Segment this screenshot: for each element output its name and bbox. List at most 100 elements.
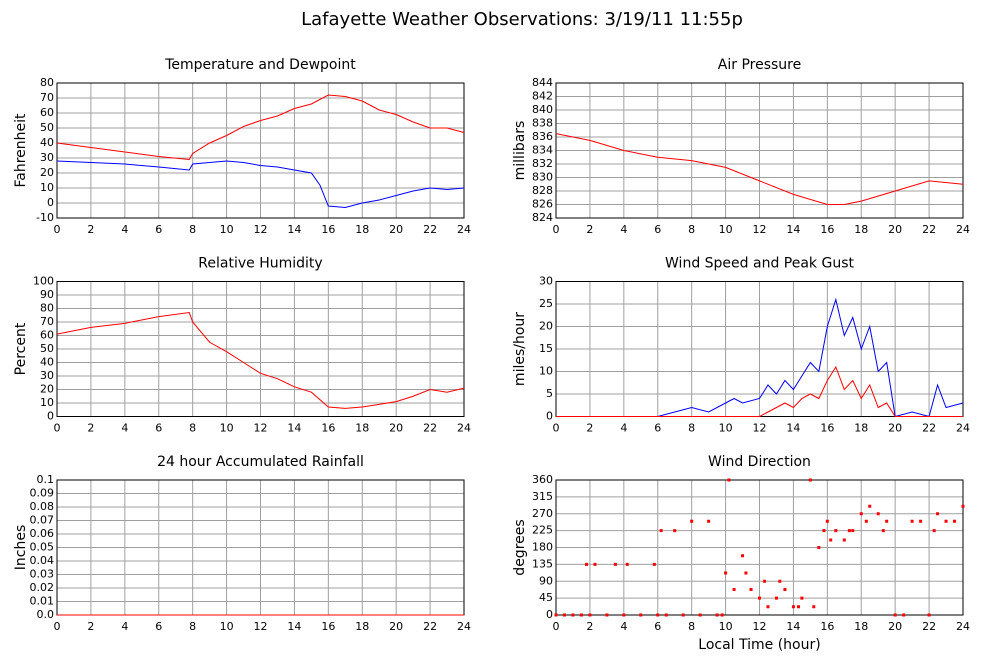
data-point <box>613 562 617 566</box>
x-tick-label: 0 <box>54 620 61 633</box>
data-point <box>588 613 592 617</box>
x-tick-label: 22 <box>922 620 936 633</box>
data-point <box>593 562 597 566</box>
x-tick-label: 24 <box>457 223 471 236</box>
x-tick-label: 6 <box>155 620 162 633</box>
x-tick-label: 4 <box>121 223 128 236</box>
data-point <box>808 478 812 482</box>
data-point <box>859 512 863 516</box>
x-tick-label: 6 <box>654 620 661 633</box>
data-point <box>673 529 677 533</box>
y-tick-label: 10 <box>539 365 553 378</box>
chart-title: Wind Speed and Peak Gust <box>665 256 854 272</box>
y-tick-label: 828 <box>532 184 553 197</box>
y-tick-label: 844 <box>532 76 553 89</box>
data-point <box>834 529 838 533</box>
y-tick-label: 0.02 <box>30 581 55 594</box>
plot-frame <box>555 479 964 616</box>
data-point <box>876 512 880 516</box>
data-point <box>927 613 931 617</box>
y-tick-label: 832 <box>532 157 553 170</box>
data-point <box>707 519 711 523</box>
y-tick-label: 30 <box>40 369 54 382</box>
y-tick-label: 225 <box>532 524 553 537</box>
data-point <box>749 588 753 591</box>
x-tick-label: 4 <box>121 620 128 633</box>
page-title: Lafayette Weather Observations: 3/19/11 … <box>301 9 743 30</box>
y-tick-label: 0 <box>546 410 553 423</box>
data-point <box>715 613 719 617</box>
data-point <box>605 613 609 617</box>
x-tick-label: 0 <box>54 422 61 435</box>
y-tick-label: 0.03 <box>30 568 55 581</box>
y-tick-label: 0 <box>47 410 54 423</box>
x-tick-label: 14 <box>786 422 800 435</box>
x-tick-label: 12 <box>753 422 767 435</box>
data-point <box>763 579 767 583</box>
y-tick-label: 0.05 <box>30 541 55 554</box>
data-point <box>741 554 745 558</box>
x-tick-label: 18 <box>355 422 369 435</box>
x-tick-label: 16 <box>820 620 834 633</box>
data-line <box>556 365 963 417</box>
x-tick-label: 10 <box>719 422 733 435</box>
data-point <box>864 519 868 523</box>
x-tick-label: 16 <box>820 422 834 435</box>
y-tick-label: 180 <box>532 541 553 554</box>
x-tick-label: 2 <box>586 422 593 435</box>
data-point <box>571 613 575 617</box>
x-tick-label: 0 <box>553 620 560 633</box>
data-line <box>56 94 465 161</box>
plot-frame <box>555 82 964 219</box>
y-tick-label: 0.06 <box>30 527 55 540</box>
x-tick-label: 12 <box>254 620 268 633</box>
data-line <box>56 160 465 209</box>
x-tick-label: 14 <box>786 223 800 236</box>
x-tick-label: 10 <box>719 620 733 633</box>
y-tick-label: 30 <box>40 151 54 164</box>
data-point <box>893 613 897 617</box>
x-tick-label: 20 <box>888 422 902 435</box>
x-tick-label: 24 <box>457 620 471 633</box>
x-tick-label: 0 <box>553 223 560 236</box>
data-point <box>829 538 833 542</box>
y-tick-label: 20 <box>539 320 553 333</box>
y-tick-label: 70 <box>40 315 54 328</box>
data-point <box>797 605 801 609</box>
x-tick-label: 6 <box>155 422 162 435</box>
y-tick-label: 70 <box>40 91 54 104</box>
x-tick-label: 20 <box>389 223 403 236</box>
data-point <box>800 596 804 600</box>
chart-title: Relative Humidity <box>198 256 322 272</box>
data-line <box>56 312 465 409</box>
data-point <box>744 571 748 575</box>
y-tick-label: 0.1 <box>37 473 55 486</box>
data-point <box>822 529 826 533</box>
x-tick-label: 24 <box>956 620 970 633</box>
y-tick-label: 824 <box>532 211 553 224</box>
x-tick-label: 2 <box>586 620 593 633</box>
x-tick-label: 14 <box>287 620 301 633</box>
y-tick-label: 45 <box>539 591 553 604</box>
data-point <box>932 529 936 533</box>
x-tick-label: 24 <box>457 422 471 435</box>
y-tick-label: 60 <box>40 106 54 119</box>
y-axis-label: miles/hour <box>512 312 528 386</box>
y-tick-label: 315 <box>532 490 553 503</box>
y-tick-label: 20 <box>40 166 54 179</box>
data-point <box>732 588 736 591</box>
data-point <box>812 605 816 609</box>
plot-frame <box>56 281 465 417</box>
y-tick-label: 90 <box>40 288 54 301</box>
x-tick-label: 14 <box>786 620 800 633</box>
chart-title: Temperature and Dewpoint <box>164 57 356 73</box>
x-tick-label: 0 <box>553 422 560 435</box>
x-tick-label: 0 <box>54 223 61 236</box>
x-tick-label: 4 <box>121 422 128 435</box>
data-point <box>868 504 872 508</box>
data-point <box>919 519 923 523</box>
x-tick-label: 18 <box>355 223 369 236</box>
x-tick-label: 20 <box>888 223 902 236</box>
x-tick-label: 4 <box>620 620 627 633</box>
data-point <box>944 519 948 523</box>
